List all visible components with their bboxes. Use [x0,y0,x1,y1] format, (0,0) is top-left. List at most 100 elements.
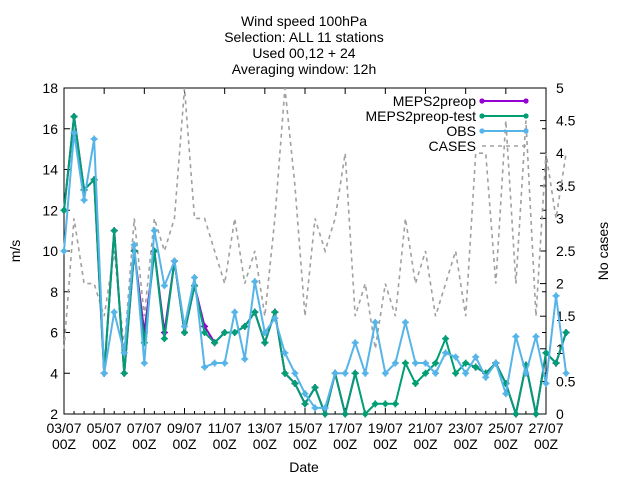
data-point [542,349,550,357]
data-point [512,410,520,418]
x-tick-label-date: 11/07 [208,420,242,436]
data-point [301,400,309,408]
data-point [562,329,570,336]
data-point [482,373,490,381]
data-point-cross [251,278,259,286]
data-point [452,353,460,361]
data-point [462,359,470,367]
data-point-cross [181,322,188,330]
y2-tick-label: 1.5 [556,308,576,324]
data-point [120,349,128,357]
x-tick-label-date: 23/07 [448,420,483,436]
data-point [502,390,510,398]
data-point [120,369,128,377]
x-tick-label-date: 03/07 [46,420,81,436]
data-point-cross [281,369,289,377]
legend-label: OBS [446,123,476,139]
data-point [80,196,88,204]
data-point-cross [522,369,530,377]
y-tick-label: 12 [42,202,58,218]
data-point-cross [140,359,148,367]
legend-item: OBS [446,123,529,139]
data-point-cross [371,318,379,326]
data-point [70,113,78,121]
data-point-cross [241,355,249,363]
legend-label: MEPS2preop-test [366,108,477,124]
data-point [361,369,369,377]
y2-tick-label: 0.5 [556,373,576,389]
data-point [211,359,219,367]
y-tick-label: 6 [50,325,58,341]
y2-tick-label: 4.5 [556,113,576,129]
x-tick-label-hour: 00Z [494,436,519,452]
data-point-cross [211,359,219,367]
data-point-cross [160,282,168,290]
x-tick-label-hour: 00Z [333,436,358,452]
title-line-4: Averaging window: 12h [232,61,377,77]
data-point [90,135,98,143]
data-point-cross [432,369,440,377]
data-point [472,363,480,371]
data-point-cross [482,373,490,381]
data-point-cross [391,400,399,408]
data-point [331,369,339,377]
data-point-cross [432,359,440,367]
title-line-2: Selection: ALL 11 stations [224,29,384,45]
data-point [291,379,299,387]
legend-marker [523,113,529,119]
y-tick-label: 2 [50,406,58,422]
x-tick-label-hour: 00Z [172,436,197,452]
x-tick-label-date: 27/07 [528,420,563,436]
data-point [60,247,68,255]
data-point-cross [60,206,68,214]
data-point-cross [361,369,369,377]
data-point-cross [120,369,128,377]
x-tick-label-hour: 00Z [413,436,438,452]
x-tick-label-date: 15/07 [287,420,322,436]
data-point [281,349,289,357]
data-point-cross [462,359,470,367]
data-point [341,410,349,418]
data-point [401,318,409,326]
data-point-cross [130,241,138,249]
data-point [321,410,329,418]
data-point-cross [502,390,510,398]
data-point-cross [562,369,570,377]
x-tick-label-hour: 00Z [454,436,479,452]
data-point [301,390,309,398]
chart-title: Wind speed 100hPa Selection: ALL 11 stat… [224,13,384,77]
y2-tick-label: 0 [556,406,564,422]
y2-tick-label: 2.5 [556,243,576,259]
x-axis-ticks: 03/0700Z05/0700Z07/0700Z09/0700Z11/0700Z… [46,88,564,452]
title-line-3: Used 00,12 + 24 [252,45,355,61]
data-point-cross [261,339,269,347]
data-point-cross [411,379,419,387]
data-point [231,308,239,316]
data-point [351,369,359,377]
data-point [351,339,359,347]
x-tick-label-hour: 00Z [534,436,559,452]
data-point-cross [170,257,178,265]
data-point-cross [321,404,329,412]
data-point-cross [321,410,329,418]
data-point [411,379,419,387]
data-point [170,257,178,265]
data-point [211,339,219,347]
data-point-cross [251,308,259,316]
data-point-cross [70,129,78,137]
data-point-cross [462,369,470,377]
legend-item: MEPS2preop-test [366,108,529,124]
data-point [391,400,399,408]
data-point-cross [191,273,199,281]
data-point-cross [301,400,309,408]
series-obs [60,129,570,412]
data-point-cross [311,384,319,392]
data-point-cross [120,349,128,357]
x-tick-label-hour: 00Z [213,436,238,452]
x-tick-label-date: 07/07 [127,420,162,436]
x-tick-label-date: 13/07 [247,420,282,436]
data-point-cross [542,379,550,387]
data-point-cross [241,322,249,330]
legend-label: CASES [429,138,476,154]
data-point-cross [150,227,158,235]
